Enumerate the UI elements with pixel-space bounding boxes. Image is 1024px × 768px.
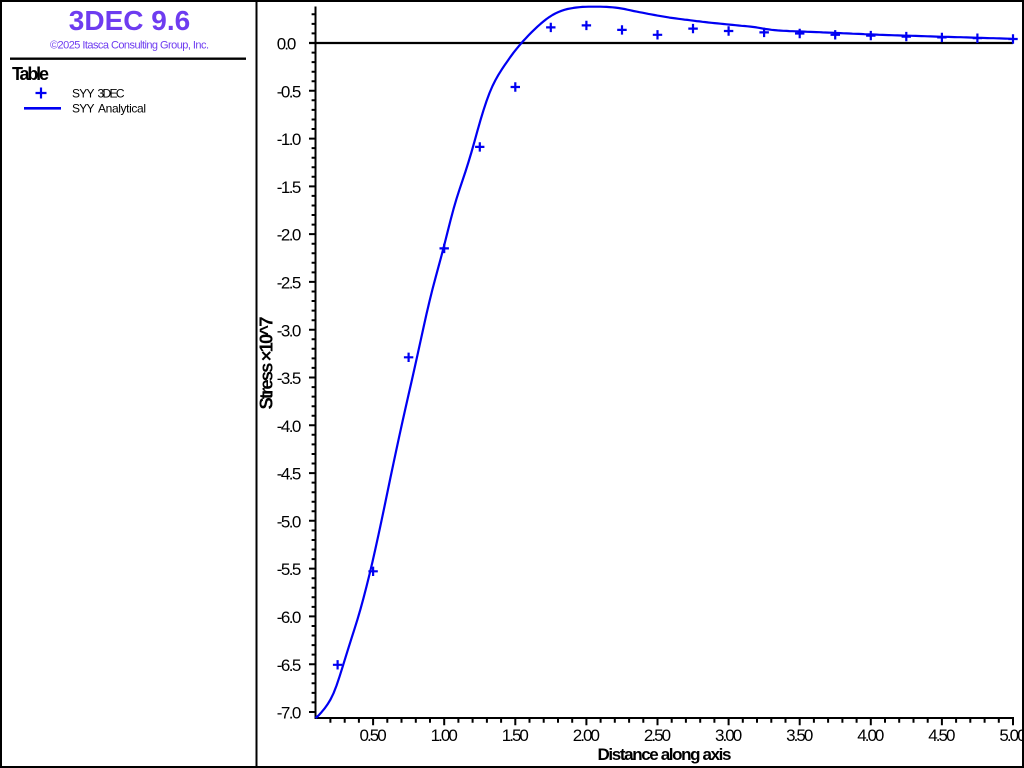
svg-text:SYY: SYY	[72, 87, 95, 101]
svg-text:-0.5: -0.5	[277, 82, 302, 101]
svg-text:-5.0: -5.0	[277, 512, 302, 531]
svg-text:5.00: 5.00	[999, 726, 1024, 745]
svg-text:-7.0: -7.0	[277, 704, 302, 723]
svg-text:0.50: 0.50	[360, 726, 387, 745]
svg-text:Analytical: Analytical	[98, 101, 146, 115]
svg-text:0.0: 0.0	[277, 35, 297, 54]
svg-text:Stress ×10^7: Stress ×10^7	[256, 317, 277, 410]
svg-text:-6.5: -6.5	[277, 656, 302, 675]
svg-text:4.50: 4.50	[928, 726, 955, 745]
svg-text:-2.0: -2.0	[277, 226, 302, 245]
svg-text:Table: Table	[12, 64, 49, 84]
svg-text:SYY: SYY	[72, 101, 95, 115]
svg-text:-3.0: -3.0	[277, 321, 302, 340]
svg-text:-5.5: -5.5	[277, 560, 302, 579]
svg-text:Distance along axis: Distance along axis	[598, 745, 732, 764]
svg-text:3DEC 9.6: 3DEC 9.6	[69, 5, 190, 36]
svg-text:-4.5: -4.5	[277, 465, 302, 484]
svg-text:-3.5: -3.5	[277, 369, 302, 388]
svg-text:-6.0: -6.0	[277, 608, 302, 627]
svg-text:2.00: 2.00	[573, 726, 600, 745]
svg-text:1.50: 1.50	[502, 726, 529, 745]
svg-text:-4.0: -4.0	[277, 417, 302, 436]
svg-text:-1.5: -1.5	[277, 178, 302, 197]
svg-text:3.50: 3.50	[786, 726, 813, 745]
svg-text:3.00: 3.00	[715, 726, 742, 745]
svg-text:-1.0: -1.0	[277, 130, 302, 149]
svg-text:2.50: 2.50	[644, 726, 671, 745]
svg-text:3DEC: 3DEC	[98, 87, 125, 101]
svg-text:1.00: 1.00	[431, 726, 458, 745]
svg-text:-2.5: -2.5	[277, 274, 302, 293]
svg-text:4.00: 4.00	[857, 726, 884, 745]
svg-text:©2025 Itasca Consulting Group,: ©2025 Itasca Consulting Group, Inc.	[50, 40, 209, 52]
